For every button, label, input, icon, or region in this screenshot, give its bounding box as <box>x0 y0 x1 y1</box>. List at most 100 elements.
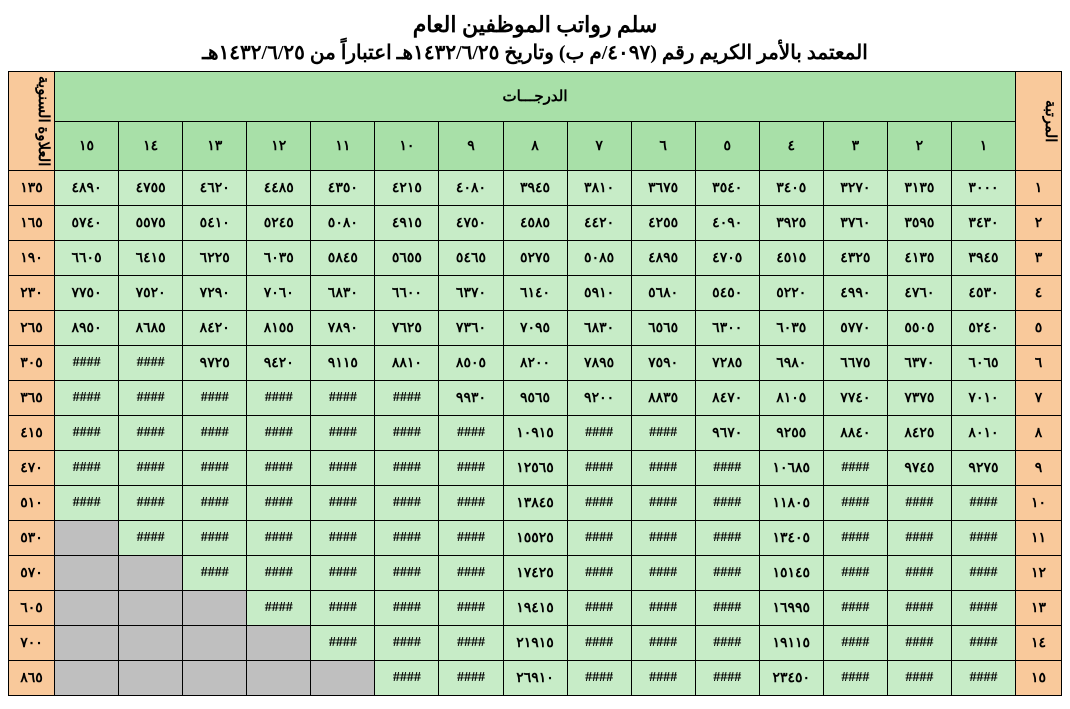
salary-cell: #### <box>951 661 1015 696</box>
rank-cell: ١٤ <box>1016 626 1062 661</box>
rank-cell: ١٥ <box>1016 661 1062 696</box>
salary-cell: #### <box>887 556 951 591</box>
table-row: ٨٨٠١٠٨٤٢٥٨٨٤٠٩٢٥٥٩٦٧٠########١٠٩١٥######… <box>9 416 1062 451</box>
salary-cell: #### <box>951 591 1015 626</box>
salary-cell: ٥٤١٠ <box>183 206 247 241</box>
salary-cell: #### <box>631 591 695 626</box>
table-row: ٧٧٠١٠٧٣٧٥٧٧٤٠٨١٠٥٨٤٧٠٨٨٣٥٩٢٠٠٩٥٦٥٩٩٣٠###… <box>9 381 1062 416</box>
salary-cell: ٣٥٤٠ <box>695 171 759 206</box>
salary-cell: #### <box>183 486 247 521</box>
salary-cell: ٧٥٩٠ <box>631 346 695 381</box>
header-grade-12: ١٢ <box>247 121 311 171</box>
header-grade-2: ٢ <box>887 121 951 171</box>
salary-cell: #### <box>567 626 631 661</box>
table-row: ١٠############١١٨٠٥############١٣٨٤٥####… <box>9 486 1062 521</box>
salary-cell: #### <box>55 381 119 416</box>
salary-cell: ٥٧٧٠ <box>823 311 887 346</box>
salary-cell <box>183 626 247 661</box>
salary-cell: #### <box>311 486 375 521</box>
salary-cell: ٩٤٢٠ <box>247 346 311 381</box>
salary-cell: ٧٣٦٠ <box>439 311 503 346</box>
salary-cell: #### <box>439 556 503 591</box>
header-rank: المرتبة <box>1016 72 1062 171</box>
rank-cell: ٨ <box>1016 416 1062 451</box>
salary-cell: ٨٤٢٠ <box>183 311 247 346</box>
salary-cell: #### <box>695 626 759 661</box>
salary-cell: #### <box>631 626 695 661</box>
salary-cell: ١٥٥٢٥ <box>503 521 567 556</box>
salary-cell: ٤٧٥٠ <box>439 206 503 241</box>
salary-cell: #### <box>311 556 375 591</box>
rank-cell: ٦ <box>1016 346 1062 381</box>
salary-cell: #### <box>695 591 759 626</box>
salary-cell: #### <box>695 661 759 696</box>
salary-cell: ٤٨٩٥ <box>631 241 695 276</box>
salary-cell: #### <box>375 661 439 696</box>
salary-cell: #### <box>823 591 887 626</box>
salary-cell: #### <box>375 591 439 626</box>
salary-cell: #### <box>887 626 951 661</box>
salary-cell: ٨٦٨٥ <box>119 311 183 346</box>
salary-cell: ٩٢٠٠ <box>567 381 631 416</box>
salary-cell: ٩١١٥ <box>311 346 375 381</box>
table-row: ١٥############٢٣٤٥٠############٢٦٩١٠####… <box>9 661 1062 696</box>
salary-cell: ٦٥٦٥ <box>631 311 695 346</box>
header-grade-6: ٦ <box>631 121 695 171</box>
salary-cell: #### <box>695 556 759 591</box>
allowance-cell: ٧٠٠ <box>9 626 55 661</box>
salary-cell: #### <box>247 486 311 521</box>
salary-cell: ٨٨٣٥ <box>631 381 695 416</box>
salary-cell: ٨٩٥٠ <box>55 311 119 346</box>
salary-cell: #### <box>439 521 503 556</box>
salary-cell: #### <box>631 416 695 451</box>
salary-cell: #### <box>951 486 1015 521</box>
salary-cell: ٤١٣٥ <box>887 241 951 276</box>
salary-cell: #### <box>311 591 375 626</box>
salary-cell: ٤٥٣٠ <box>951 276 1015 311</box>
salary-cell: ٤٥٨٥ <box>503 206 567 241</box>
allowance-cell: ٣٦٥ <box>9 381 55 416</box>
salary-table: المرتبة الدرجـــات العلاوة السنوية ١ ٢٣٤٥… <box>8 71 1062 696</box>
salary-cell <box>311 661 375 696</box>
salary-cell: #### <box>311 451 375 486</box>
salary-cell: ٦٣٠٠ <box>695 311 759 346</box>
salary-cell: ٣٩٤٥ <box>951 241 1015 276</box>
salary-cell: ٧٨٩٥ <box>567 346 631 381</box>
salary-cell: ٤٠٨٠ <box>439 171 503 206</box>
allowance-cell: ٤١٥ <box>9 416 55 451</box>
salary-cell: ٦١٤٠ <box>503 276 567 311</box>
rank-cell: ١٣ <box>1016 591 1062 626</box>
allowance-cell: ٢٦٥ <box>9 311 55 346</box>
salary-cell: #### <box>55 416 119 451</box>
salary-cell: #### <box>567 661 631 696</box>
salary-cell: ٩٧٤٥ <box>887 451 951 486</box>
salary-cell: ٢١٩١٥ <box>503 626 567 661</box>
salary-cell: ٩٦٧٠ <box>695 416 759 451</box>
salary-cell: ٦٦٧٥ <box>823 346 887 381</box>
salary-cell: ٤٠٩٠ <box>695 206 759 241</box>
salary-cell: ٢٣٤٥٠ <box>759 661 823 696</box>
salary-cell: ٣٨١٠ <box>567 171 631 206</box>
salary-cell <box>119 661 183 696</box>
salary-cell: #### <box>119 521 183 556</box>
salary-cell: #### <box>951 556 1015 591</box>
salary-cell: #### <box>247 556 311 591</box>
salary-cell: ١٦٩٩٥ <box>759 591 823 626</box>
salary-cell: ١٠٦٨٥ <box>759 451 823 486</box>
header-row-1: المرتبة الدرجـــات العلاوة السنوية <box>9 72 1062 122</box>
rank-cell: ٢ <box>1016 206 1062 241</box>
salary-cell: #### <box>695 521 759 556</box>
header-grade-4: ٤ <box>759 121 823 171</box>
salary-cell: ٦٩٨٠ <box>759 346 823 381</box>
salary-cell: ١٩١١٥ <box>759 626 823 661</box>
rank-cell: ١ <box>1016 171 1062 206</box>
salary-cell: ٨٨٤٠ <box>823 416 887 451</box>
salary-cell: ٣٠٠٠ <box>951 171 1015 206</box>
allowance-cell: ٣٠٥ <box>9 346 55 381</box>
salary-cell: ٧٠٩٥ <box>503 311 567 346</box>
allowance-cell: ٥٣٠ <box>9 521 55 556</box>
salary-cell: ٨٤٢٥ <box>887 416 951 451</box>
salary-cell: ٨٨١٠ <box>375 346 439 381</box>
salary-cell: ٦٣٧٠ <box>439 276 503 311</box>
salary-cell: ٣٤٣٠ <box>951 206 1015 241</box>
